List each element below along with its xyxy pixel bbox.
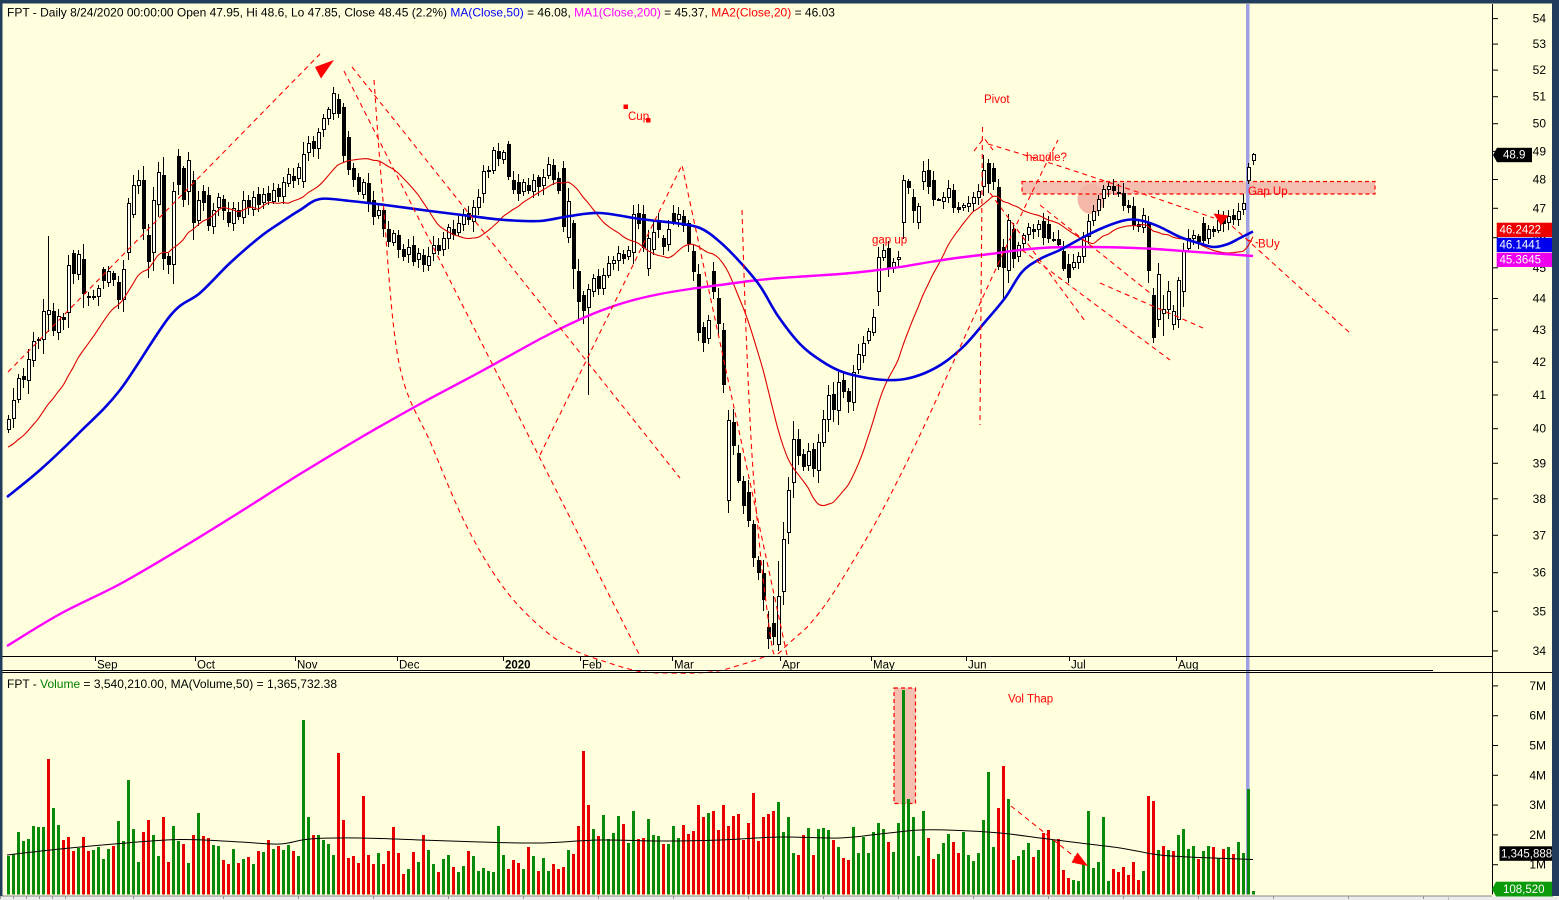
svg-text:Gap Up: Gap Up <box>1248 186 1288 198</box>
svg-text:4M: 4M <box>1529 768 1546 782</box>
svg-text:46.2422: 46.2422 <box>1500 225 1542 237</box>
svg-text:51: 51 <box>1533 90 1547 104</box>
svg-text:Sep: Sep <box>97 660 117 672</box>
svg-text:Nov: Nov <box>297 660 318 672</box>
svg-text:34: 34 <box>1533 644 1547 658</box>
svg-text:38: 38 <box>1533 492 1547 506</box>
svg-text:2M: 2M <box>1529 828 1546 842</box>
svg-text:49: 49 <box>1533 144 1547 158</box>
svg-text:May: May <box>873 660 895 672</box>
svg-text:Vol Thap: Vol Thap <box>1008 694 1053 706</box>
svg-text:50: 50 <box>1533 117 1547 131</box>
svg-text:Pivot: Pivot <box>984 94 1010 106</box>
svg-text:42: 42 <box>1533 355 1547 369</box>
svg-text:gap up: gap up <box>872 235 907 247</box>
svg-text:53: 53 <box>1533 37 1547 51</box>
svg-text:Jun: Jun <box>968 660 987 672</box>
svg-text:Feb: Feb <box>582 660 602 672</box>
svg-text:37: 37 <box>1533 528 1547 542</box>
svg-text:48: 48 <box>1533 173 1547 187</box>
svg-text:54: 54 <box>1533 12 1547 26</box>
svg-text:Aug: Aug <box>1178 660 1198 672</box>
svg-text:45.3645: 45.3645 <box>1500 255 1542 267</box>
svg-text:48.9: 48.9 <box>1503 150 1525 162</box>
svg-text:7M: 7M <box>1529 679 1546 693</box>
svg-text:FPT - Daily 8/24/2020 00:00:00: FPT - Daily 8/24/2020 00:00:00 Open 47.9… <box>7 6 835 20</box>
svg-text:BUy: BUy <box>1258 239 1280 251</box>
svg-text:47: 47 <box>1533 201 1547 215</box>
svg-text:1,345,888: 1,345,888 <box>1501 848 1552 860</box>
svg-text:2020: 2020 <box>505 660 531 672</box>
svg-text:1M: 1M <box>1529 858 1546 872</box>
svg-text:52: 52 <box>1533 63 1547 77</box>
svg-text:Jul: Jul <box>1071 660 1086 672</box>
svg-text:FPT - Volume = 3,540,210.00, M: FPT - Volume = 3,540,210.00, MA(Volume,5… <box>7 677 337 691</box>
svg-text:108,520: 108,520 <box>1503 884 1545 896</box>
svg-text:40: 40 <box>1533 422 1547 436</box>
svg-text:3M: 3M <box>1529 798 1546 812</box>
svg-text:36: 36 <box>1533 566 1547 580</box>
svg-text:5M: 5M <box>1529 739 1546 753</box>
svg-text:Dec: Dec <box>399 660 420 672</box>
svg-text:39: 39 <box>1533 456 1547 470</box>
svg-text:41: 41 <box>1533 388 1547 402</box>
svg-text:Oct: Oct <box>197 660 216 672</box>
svg-text:43: 43 <box>1533 323 1547 337</box>
svg-text:Mar: Mar <box>674 660 694 672</box>
svg-text:44: 44 <box>1533 292 1547 306</box>
svg-text:Apr: Apr <box>782 660 800 672</box>
svg-text:handle?: handle? <box>1026 152 1067 164</box>
svg-text:6M: 6M <box>1529 709 1546 723</box>
svg-text:35: 35 <box>1533 604 1547 618</box>
svg-text:46.1441: 46.1441 <box>1500 240 1542 252</box>
svg-text:Cup: Cup <box>628 111 649 123</box>
